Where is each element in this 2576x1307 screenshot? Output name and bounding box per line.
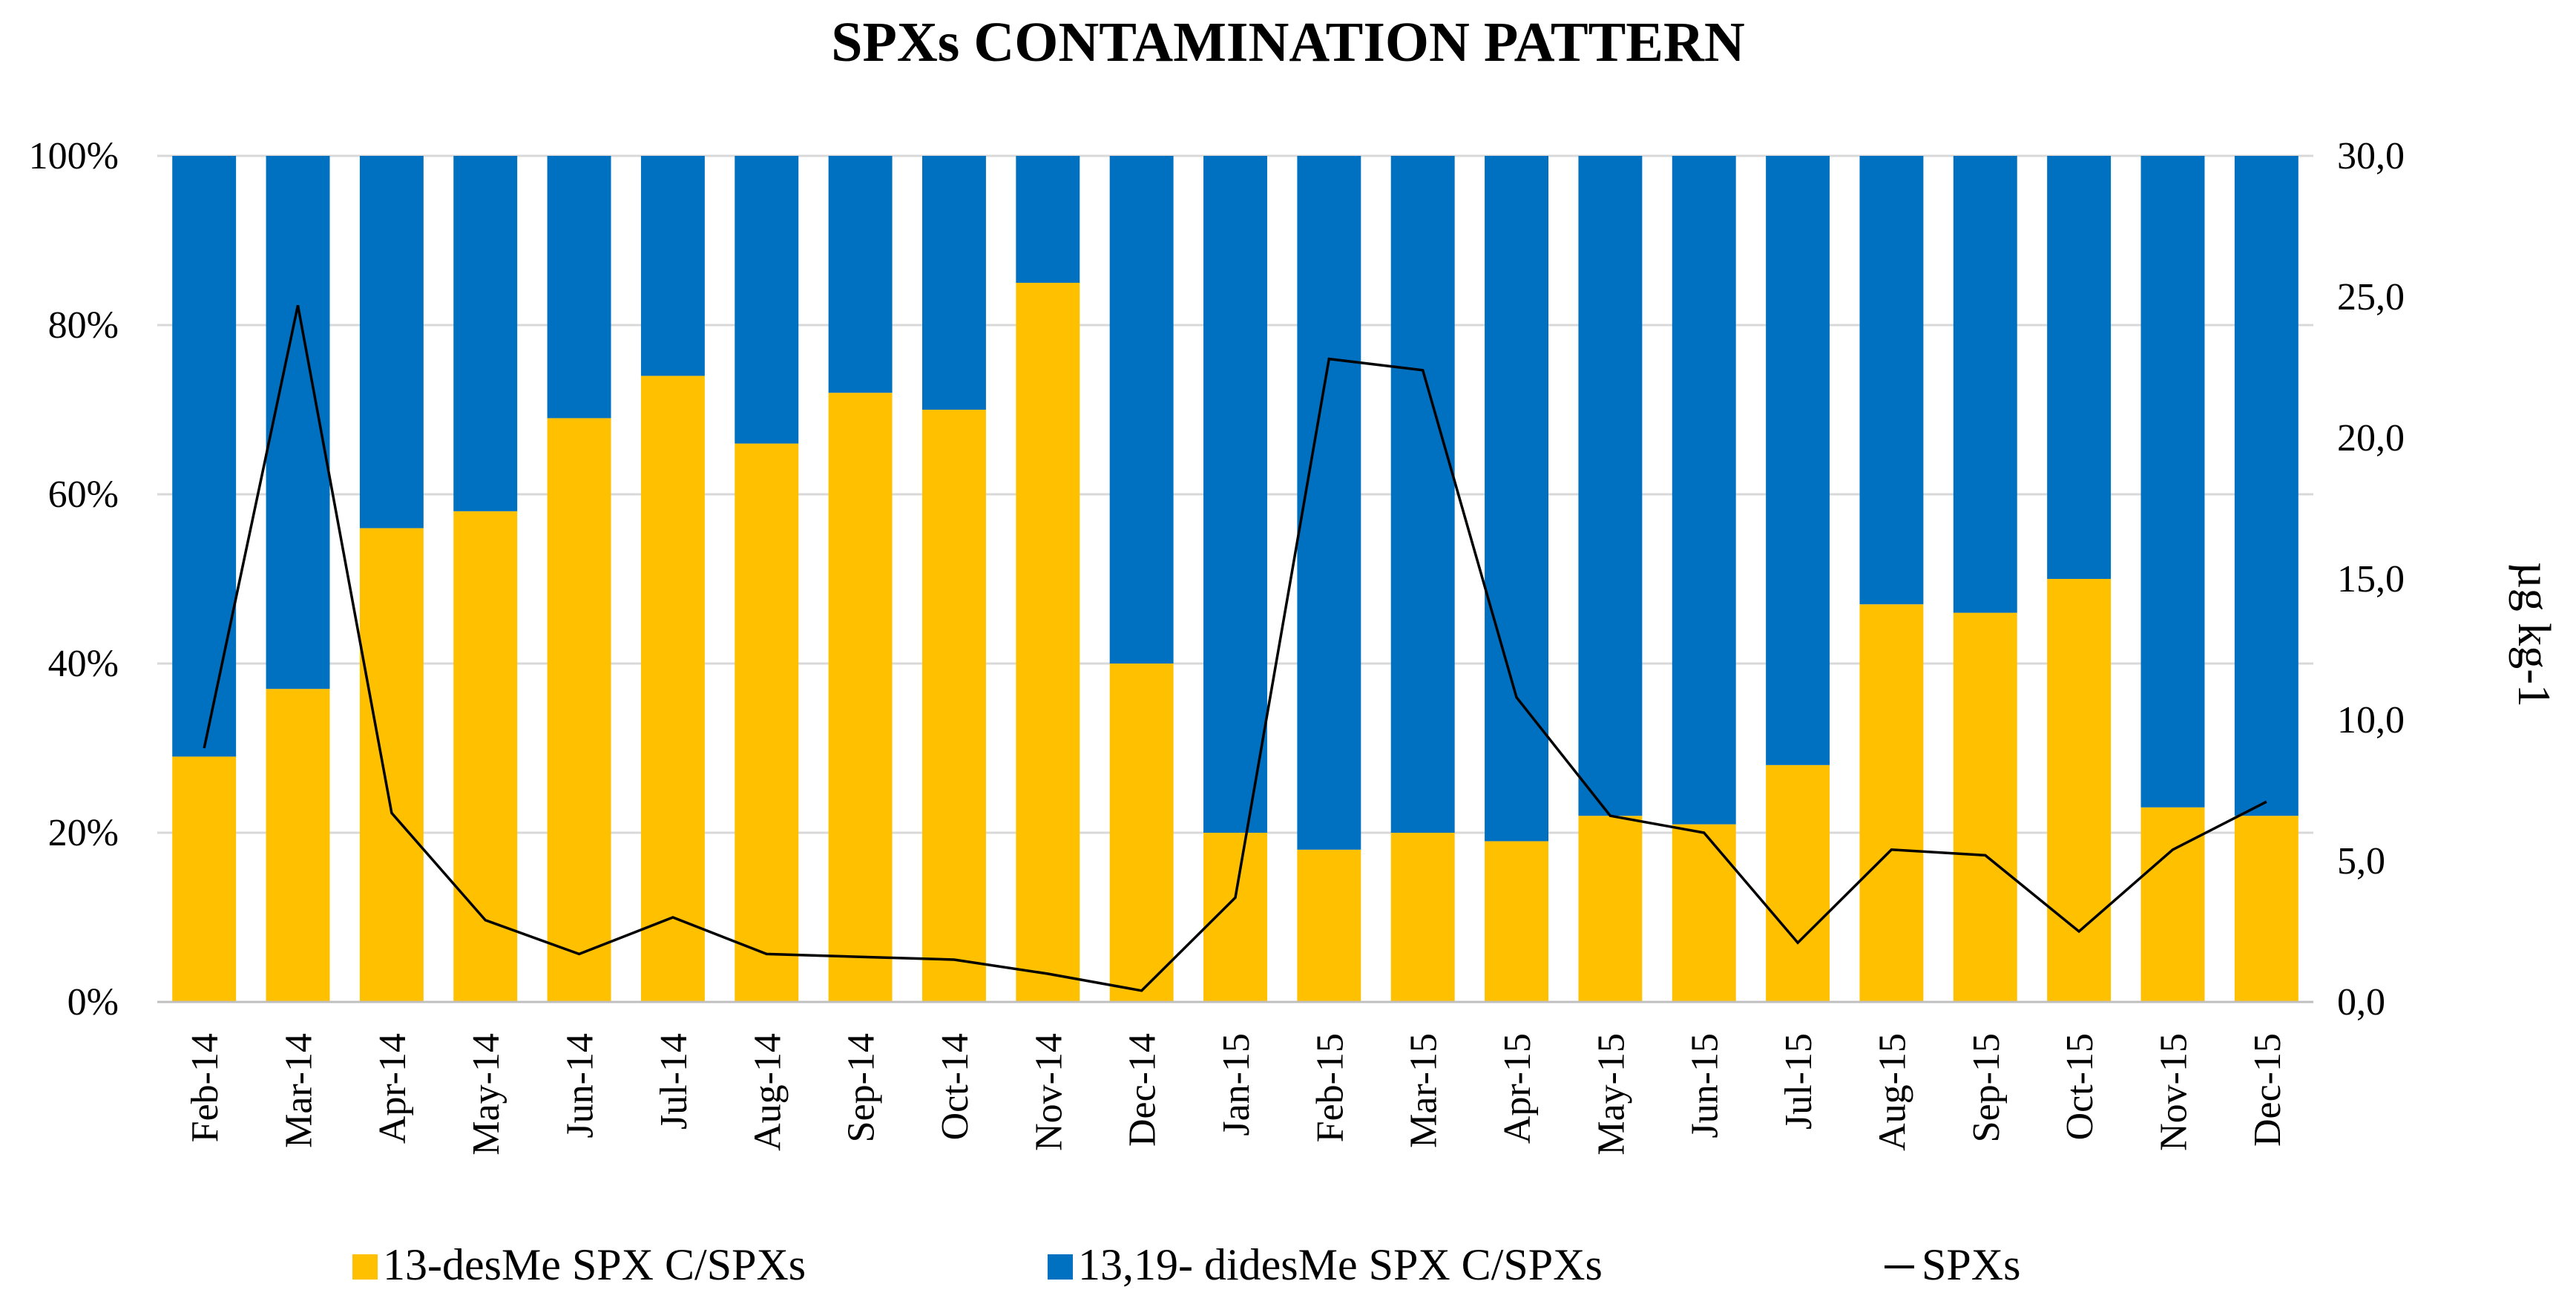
legend: 13-desMe SPX C/SPXs 13,19- didesMe SPX C… [352, 1240, 2020, 1289]
bar-13-19-didesme [1203, 156, 1267, 833]
x-tick-label: Dec-14 [1122, 1033, 1164, 1147]
y-right-tick-label: 10,0 [2337, 699, 2405, 741]
bar-13-19-didesme [2234, 156, 2299, 816]
spxs-line [203, 305, 2267, 992]
x-tick-label: Mar-14 [278, 1033, 321, 1148]
bar-13-19-didesme [828, 156, 893, 393]
bar-13-desme [1109, 664, 1174, 1002]
bar-13-19-didesme [921, 156, 986, 410]
bar-13-19-didesme [359, 156, 424, 528]
bar-13-19-didesme [1578, 156, 1643, 816]
legend-swatch-13-desme [352, 1254, 378, 1280]
x-tick-label: Dec-15 [2247, 1033, 2289, 1147]
x-tick-label: Mar-15 [1403, 1033, 1445, 1148]
y-left-tick-label: 20% [48, 812, 119, 854]
bar-13-19-didesme [1109, 156, 1174, 664]
bar-13-desme [735, 443, 799, 1002]
x-tick-label: May-14 [465, 1033, 507, 1156]
x-tick-label: Aug-14 [746, 1033, 789, 1151]
bar-13-19-didesme [1672, 156, 1736, 825]
axes: 0% 20% 40% 60% 80% 100% 0,0 5,0 10,0 15,0 20,0 25,0… [29, 135, 2405, 1156]
x-tick-label: Sep-14 [841, 1033, 883, 1142]
bar-13-19-didesme [2047, 156, 2112, 579]
legend-label-spxs: SPXs [1922, 1240, 2020, 1289]
bar-13-desme [640, 376, 705, 1002]
x-tick-label: Jul-14 [653, 1033, 695, 1130]
bar-13-19-didesme [1953, 156, 2017, 613]
bar-13-19-didesme [1485, 156, 1549, 842]
chart-title: SPXs CONTAMINATION PATTERN [831, 11, 1745, 73]
legend-label-13-19-didesme: 13,19- didesMe SPX C/SPXs [1078, 1240, 1603, 1289]
y-right-tick-label: 20,0 [2337, 417, 2405, 459]
legend-swatch-13-19-didesme [1048, 1254, 1073, 1280]
legend-label-13-desme: 13-desMe SPX C/SPXs [383, 1240, 806, 1289]
y-right-tick-label: 15,0 [2337, 558, 2405, 600]
y-right-tick-label: 25,0 [2337, 276, 2405, 318]
x-tick-label: Sep-15 [1965, 1033, 2008, 1142]
bar-13-19-didesme [1016, 156, 1080, 283]
bar-13-desme [1016, 283, 1080, 1002]
x-tick-label: Oct-14 [934, 1033, 976, 1140]
y-left-tick-label: 60% [48, 474, 119, 516]
y-right-tick-label: 30,0 [2337, 135, 2405, 177]
bar-13-19-didesme [1297, 156, 1361, 850]
bars [172, 156, 2299, 1002]
bar-13-19-didesme [1766, 156, 1830, 765]
bar-13-19-didesme [1390, 156, 1455, 833]
bar-13-desme [1953, 612, 2017, 1002]
bar-13-desme [1672, 824, 1736, 1002]
bar-13-desme [172, 756, 237, 1002]
x-tick-label: Jan-15 [1215, 1033, 1258, 1136]
bar-13-19-didesme [547, 156, 611, 419]
right-axis-title: µg kg-1 [2508, 562, 2559, 707]
bar-13-19-didesme [172, 156, 237, 757]
bar-13-desme [1203, 833, 1267, 1002]
bar-13-desme [2234, 816, 2299, 1002]
x-tick-label: Jun-15 [1684, 1033, 1726, 1139]
bar-13-desme [921, 410, 986, 1002]
y-left-tick-label: 100% [29, 135, 119, 177]
x-tick-label: Apr-14 [372, 1033, 414, 1144]
y-right-tick-label: 0,0 [2337, 981, 2385, 1023]
bar-13-desme [1578, 816, 1643, 1002]
x-tick-label: Nov-15 [2152, 1033, 2195, 1151]
bar-13-desme [1766, 764, 1830, 1002]
bar-13-desme [266, 689, 330, 1002]
bar-13-desme [1485, 841, 1549, 1002]
x-tick-label: Nov-14 [1028, 1033, 1070, 1151]
bar-13-desme [1859, 604, 1924, 1002]
bar-13-19-didesme [640, 156, 705, 376]
bar-13-desme [2047, 579, 2112, 1002]
x-tick-label: Jul-15 [1778, 1033, 1820, 1130]
y-left-tick-label: 0% [68, 981, 119, 1023]
y-left-tick-label: 40% [48, 643, 119, 685]
bar-13-desme [359, 528, 424, 1002]
x-tick-label: Oct-15 [2059, 1033, 2101, 1140]
spxs-line-path [203, 305, 2267, 992]
bar-13-desme [1297, 849, 1361, 1002]
y-left-tick-label: 80% [48, 304, 119, 347]
bar-13-19-didesme [453, 156, 518, 511]
y-right-tick-label: 5,0 [2337, 840, 2385, 882]
x-tick-label: Feb-15 [1309, 1033, 1351, 1142]
x-tick-label: Aug-15 [1871, 1033, 1913, 1151]
x-tick-label: May-15 [1590, 1033, 1632, 1156]
bar-13-19-didesme [2140, 156, 2205, 808]
x-tick-label: Feb-14 [184, 1033, 226, 1142]
bar-13-19-didesme [735, 156, 799, 444]
bar-13-desme [547, 418, 611, 1002]
bar-13-desme [1390, 833, 1455, 1002]
x-tick-label: Apr-15 [1496, 1033, 1539, 1144]
bar-13-desme [828, 393, 893, 1002]
x-tick-label: Jun-14 [559, 1033, 602, 1139]
bar-13-desme [2140, 807, 2205, 1002]
bar-13-19-didesme [1859, 156, 1924, 605]
